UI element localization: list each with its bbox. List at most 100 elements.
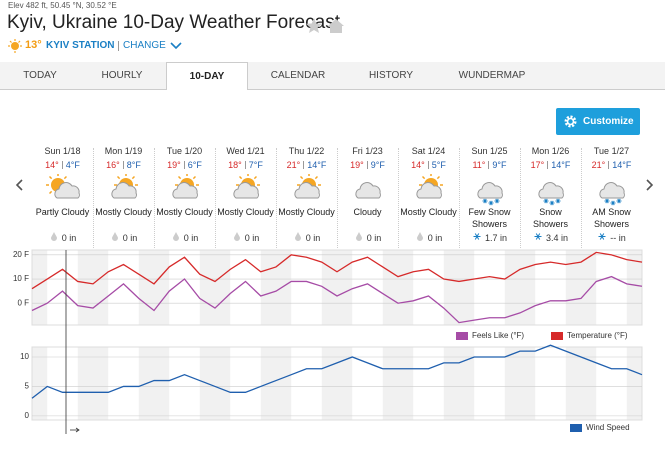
next-arrow[interactable]	[645, 178, 655, 192]
column-divider	[276, 148, 277, 248]
high-temp: 19°	[350, 160, 364, 170]
precip-amount: 0 in	[305, 233, 321, 243]
customize-label: Customize	[583, 116, 634, 127]
night-band	[581, 347, 597, 420]
day-column: Wed 1/21 18° 7°F Mostly Cloudy 0 in	[215, 146, 276, 243]
legend-label: Temperature (°F)	[567, 331, 628, 340]
current-temp: 13°	[25, 39, 42, 51]
precip: 1.7 in	[459, 232, 520, 243]
y-tick-label: 5	[25, 382, 30, 391]
page-title: Kyiv, Ukraine 10-Day Weather Forecast	[7, 12, 340, 33]
tab[interactable]: CALENDAR	[270, 70, 326, 81]
high-temp: 18°	[228, 160, 242, 170]
day-column: Fri 1/23 19° 9°F Cloudy 0 in	[337, 146, 398, 243]
column-divider	[459, 148, 460, 248]
night-band	[337, 347, 353, 420]
precip-icon	[110, 232, 120, 243]
weather-icon	[93, 173, 154, 206]
precip-icon	[533, 233, 543, 243]
precip: 0 in	[154, 232, 215, 243]
night-band	[565, 250, 581, 325]
low-temp: 8°F	[126, 160, 141, 170]
gear-icon	[564, 115, 577, 128]
night-band	[398, 250, 414, 325]
plot-frame	[31, 249, 643, 326]
weather-icon	[398, 173, 459, 206]
low-temp: 6°F	[187, 160, 202, 170]
day-date: Fri 1/23	[352, 146, 383, 156]
y-tick-label: 0	[25, 411, 30, 420]
title-icons[interactable]	[306, 17, 346, 35]
tab[interactable]: WUNDERMAP	[458, 70, 526, 81]
legend-label: Wind Speed	[586, 423, 630, 432]
legend-swatch	[551, 332, 563, 340]
day-column: Sun 1/25 11° 9°F Few Snow Showers 1.7 in	[459, 146, 520, 243]
change-link[interactable]: CHANGE	[123, 40, 166, 51]
condition: Mostly Cloudy	[95, 207, 152, 217]
night-band	[138, 250, 154, 325]
legend-swatch	[456, 332, 468, 340]
condition: Cloudy	[353, 207, 382, 217]
prev-arrow[interactable]	[14, 178, 24, 192]
day-column: Tue 1/27 21° 14°F AM Snow Showers -- in	[581, 146, 642, 243]
precip-amount: 0 in	[183, 233, 199, 243]
weather-icon	[215, 173, 276, 206]
chevron[interactable]	[170, 41, 182, 51]
low-temp: 5°F	[431, 160, 446, 170]
precip-amount: 1.7 in	[484, 233, 508, 243]
customize-button[interactable]: Customize	[556, 108, 640, 135]
night-band	[520, 347, 536, 420]
condition: Few Snow Showers	[468, 207, 511, 229]
night-band	[32, 347, 48, 420]
tab[interactable]: 10-DAY	[166, 62, 248, 90]
night-band	[581, 250, 597, 325]
tab[interactable]: HOURLY	[101, 70, 143, 81]
night-band	[565, 347, 581, 420]
column-divider	[154, 148, 155, 248]
high-temp: 19°	[167, 160, 181, 170]
night-band	[154, 347, 170, 420]
day-date: Sat 1/24	[411, 146, 446, 156]
separator	[427, 161, 429, 169]
day-date: Mon 1/26	[531, 146, 570, 156]
night-band	[504, 347, 520, 420]
day-date: Tue 1/27	[593, 146, 630, 156]
separator	[366, 161, 368, 169]
day-temps: 18° 7°F	[215, 160, 276, 174]
low-temp: 14°F	[612, 160, 632, 170]
low-temp: 9°F	[492, 160, 507, 170]
low-temp: 7°F	[248, 160, 263, 170]
column-divider	[520, 148, 521, 248]
tab[interactable]: HISTORY	[368, 70, 414, 81]
precip-amount: 0 in	[244, 233, 260, 243]
column-divider	[398, 148, 399, 248]
series-line	[31, 251, 643, 290]
low-temp: 4°F	[65, 160, 80, 170]
day-temps: 11° 9°F	[459, 160, 520, 174]
y-tick-label: 10	[20, 352, 29, 361]
day-column: Sat 1/24 14° 5°F Mostly Cloudy 0 in	[398, 146, 459, 243]
station[interactable]: KYIV STATION	[46, 40, 115, 51]
weather-icon	[520, 174, 581, 206]
separator	[61, 161, 63, 169]
day-date: Sun 1/18	[44, 146, 81, 156]
precip: 0 in	[276, 232, 337, 243]
night-band	[260, 250, 276, 325]
condition: Mostly Cloudy	[156, 207, 213, 217]
day-date: Mon 1/19	[104, 146, 143, 156]
low-temp: 14°F	[551, 160, 571, 170]
weather-icon	[154, 173, 215, 206]
separator	[488, 161, 490, 169]
condition: Partly Cloudy	[35, 207, 90, 217]
night-band	[626, 347, 642, 420]
separator	[244, 161, 246, 169]
tab[interactable]: TODAY	[23, 70, 57, 81]
day-column: Mon 1/26 17° 14°F Snow Showers 3.4 in	[520, 146, 581, 243]
precip-amount: 0 in	[61, 233, 77, 243]
day-temps: 14° 4°F	[32, 160, 93, 174]
precip-icon	[597, 233, 607, 243]
precip: 3.4 in	[520, 232, 581, 243]
precip: 0 in	[215, 232, 276, 243]
condition: Mostly Cloudy	[217, 207, 274, 217]
night-band	[93, 250, 109, 325]
